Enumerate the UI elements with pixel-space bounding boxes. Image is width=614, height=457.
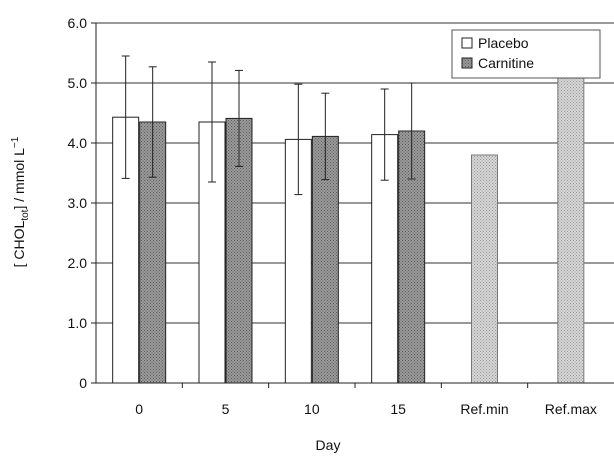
x-tick-label-5: 5 [222, 401, 230, 417]
y-axis-title-after: ] / mmol L [11, 148, 27, 210]
y-tick-label-6.0: 6.0 [68, 15, 88, 31]
x-axis-title: Day [316, 437, 341, 453]
legend-label-placebo: Placebo [478, 35, 529, 51]
y-tick-label-5.0: 5.0 [68, 75, 88, 91]
y-axis-title-subscript: tot [20, 209, 31, 220]
y-tick-label-2.0: 2.0 [68, 255, 88, 271]
y-tick-label-3.0: 3.0 [68, 195, 88, 211]
tick-labels: 0 1.0 2.0 3.0 4.0 5.0 6.0 0 5 10 15 Ref.min Ref.max [68, 15, 597, 417]
x-tick-label-10: 10 [304, 401, 320, 417]
x-tick-label-15: 15 [390, 401, 406, 417]
legend: Placebo Carnitine [451, 29, 601, 79]
x-tick-label-ref-min: Ref.min [460, 401, 508, 417]
y-axis-title-base: [ CHOL [11, 220, 27, 267]
y-axis-title: [ CHOLtot] / mmol L−1 [10, 136, 31, 267]
legend-swatch-carnitine [461, 57, 473, 69]
legend-swatch-placebo [461, 37, 473, 49]
y-axis-title-superscript: −1 [10, 136, 21, 148]
legend-label-carnitine: Carnitine [478, 55, 534, 71]
x-tick-label-ref-max: Ref.max [545, 401, 597, 417]
y-tick-label-1.0: 1.0 [68, 315, 88, 331]
axes [91, 22, 614, 388]
y-tick-label-4.0: 4.0 [68, 135, 88, 151]
gridlines [96, 22, 614, 324]
x-tick-label-0: 0 [135, 401, 143, 417]
bar-ref-max [557, 40, 585, 384]
legend-box [451, 29, 601, 79]
bars [112, 40, 585, 384]
y-tick-label-0: 0 [79, 375, 87, 391]
bar-ref-min [471, 154, 498, 384]
